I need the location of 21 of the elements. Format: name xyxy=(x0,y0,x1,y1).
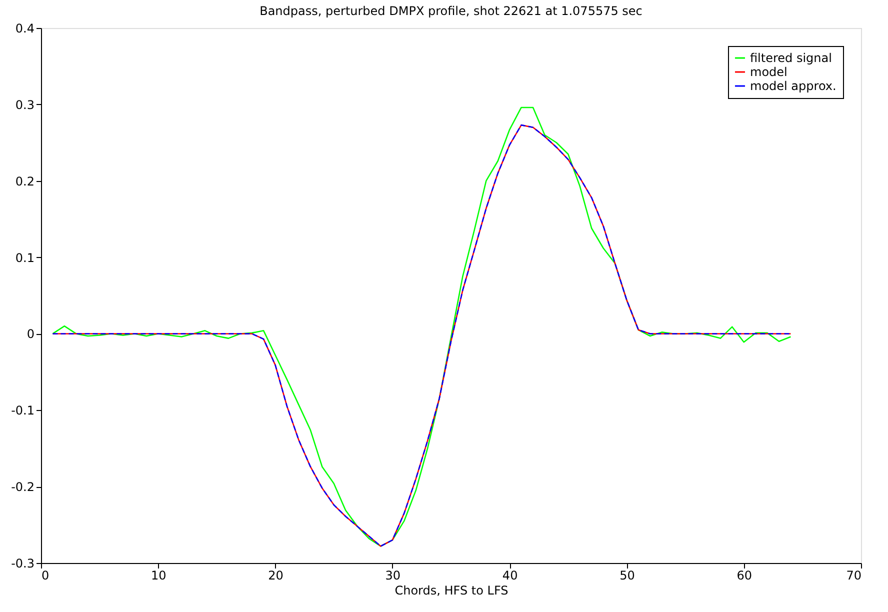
y-tick-label: 0.1 xyxy=(15,250,34,265)
y-tick-label: 0.3 xyxy=(15,98,34,112)
y-tick-label: 0.4 xyxy=(15,22,34,36)
x-tick-label: 10 xyxy=(151,568,166,582)
y-tick-label: -0.2 xyxy=(11,480,34,494)
x-tick-label: 50 xyxy=(620,568,635,582)
x-tick-label: 40 xyxy=(502,568,518,582)
legend-label: model approx. xyxy=(750,79,836,93)
x-axis-title: Chords, HFS to LFS xyxy=(394,584,508,598)
x-tick-label: 30 xyxy=(385,568,401,582)
x-tick-label: 0 xyxy=(42,568,50,582)
chart-title: Bandpass, perturbed DMPX profile, shot 22621 at 1.075575 sec xyxy=(260,4,642,18)
x-tick-label: 70 xyxy=(846,568,862,582)
y-tick-label: -0.1 xyxy=(11,404,34,418)
legend-label: model xyxy=(750,65,788,79)
x-tick-label: 20 xyxy=(268,568,284,582)
x-tick-label: 60 xyxy=(736,568,752,582)
y-tick-label: 0 xyxy=(26,327,34,342)
y-tick-label: 0.2 xyxy=(15,174,34,188)
legend-label: filtered signal xyxy=(750,51,832,65)
y-tick-label: -0.3 xyxy=(11,556,34,570)
